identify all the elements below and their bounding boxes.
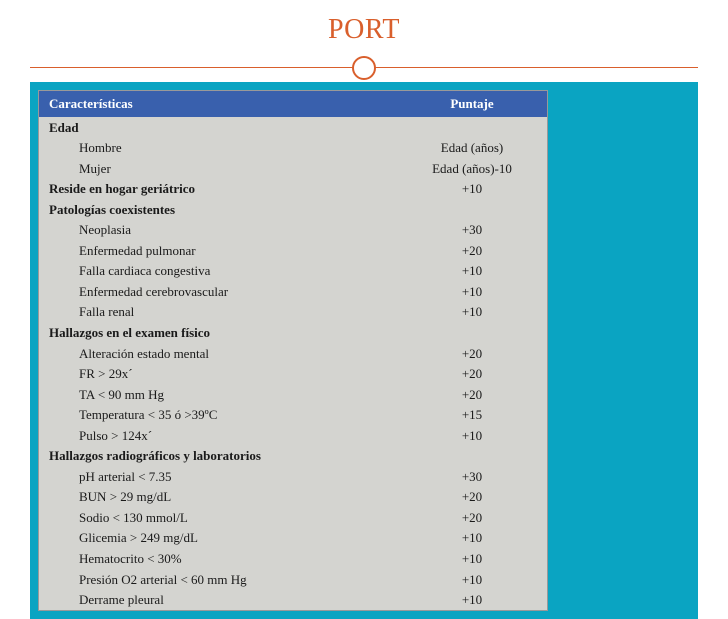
row-label: Enfermedad pulmonar: [39, 240, 397, 261]
row-label: Hombre: [39, 138, 397, 159]
row-label: Hematocrito < 30%: [39, 548, 397, 569]
row-score: [397, 322, 547, 343]
table-row: Derrame pleural+10: [39, 590, 547, 611]
row-score: +15: [397, 405, 547, 426]
table-row: BUN > 29 mg/dL+20: [39, 487, 547, 508]
table-header-row: Características Puntaje: [39, 91, 547, 117]
row-score: [397, 117, 547, 138]
row-score: +10: [397, 528, 547, 549]
row-label: FR > 29x´: [39, 364, 397, 385]
row-label: Neoplasia: [39, 220, 397, 241]
slide-title: PORT: [0, 14, 728, 46]
content-area: Características Puntaje EdadHombreEdad (…: [30, 82, 698, 619]
header-score: Puntaje: [397, 91, 547, 117]
row-label: Patologías coexistentes: [39, 199, 397, 220]
row-label: Alteración estado mental: [39, 343, 397, 364]
table-row: Hematocrito < 30%+10: [39, 548, 547, 569]
row-label: Falla cardiaca congestiva: [39, 261, 397, 282]
table-row: FR > 29x´+20: [39, 364, 547, 385]
row-score: Edad (años)-10: [397, 158, 547, 179]
table-row: Glicemia > 249 mg/dL+10: [39, 528, 547, 549]
table-row: pH arterial < 7.35+30: [39, 466, 547, 487]
table-row: HombreEdad (años): [39, 138, 547, 159]
row-score: +20: [397, 384, 547, 405]
table-row: MujerEdad (años)-10: [39, 158, 547, 179]
row-score: +20: [397, 240, 547, 261]
table-row: TA < 90 mm Hg+20: [39, 384, 547, 405]
row-score: +10: [397, 302, 547, 323]
row-label: Hallazgos radiográficos y laboratorios: [39, 446, 397, 467]
table-row: Edad: [39, 117, 547, 138]
table-row: Reside en hogar geriátrico+10: [39, 179, 547, 200]
score-table: Características Puntaje EdadHombreEdad (…: [39, 91, 547, 610]
row-score: +20: [397, 507, 547, 528]
row-label: Hallazgos en el examen físico: [39, 322, 397, 343]
row-label: Derrame pleural: [39, 590, 397, 611]
table-row: Enfermedad pulmonar+20: [39, 240, 547, 261]
table-row: Temperatura < 35 ó >39ºC+15: [39, 405, 547, 426]
row-score: +20: [397, 487, 547, 508]
table-row: Sodio < 130 mmol/L+20: [39, 507, 547, 528]
table-row: Falla renal+10: [39, 302, 547, 323]
row-score: [397, 199, 547, 220]
port-table: Características Puntaje EdadHombreEdad (…: [38, 90, 548, 611]
table-row: Hallazgos radiográficos y laboratorios: [39, 446, 547, 467]
divider: [0, 54, 728, 82]
slide: PORT Características Puntaje EdadHombreE…: [0, 0, 728, 546]
table-row: Alteración estado mental+20: [39, 343, 547, 364]
row-label: TA < 90 mm Hg: [39, 384, 397, 405]
row-score: +30: [397, 466, 547, 487]
table-row: Pulso > 124x´+10: [39, 425, 547, 446]
table-row: Hallazgos en el examen físico: [39, 322, 547, 343]
table-row: Patologías coexistentes: [39, 199, 547, 220]
row-label: Presión O2 arterial < 60 mm Hg: [39, 569, 397, 590]
table-row: Enfermedad cerebrovascular+10: [39, 281, 547, 302]
row-label: Edad: [39, 117, 397, 138]
row-label: Mujer: [39, 158, 397, 179]
row-score: +10: [397, 548, 547, 569]
row-score: +10: [397, 261, 547, 282]
row-score: [397, 446, 547, 467]
title-area: PORT: [0, 0, 728, 82]
row-score: +10: [397, 569, 547, 590]
table-row: Presión O2 arterial < 60 mm Hg+10: [39, 569, 547, 590]
row-label: Pulso > 124x´: [39, 425, 397, 446]
header-characteristic: Características: [39, 91, 397, 117]
row-label: pH arterial < 7.35: [39, 466, 397, 487]
row-score: +20: [397, 364, 547, 385]
row-label: Reside en hogar geriátrico: [39, 179, 397, 200]
row-score: +10: [397, 281, 547, 302]
row-label: BUN > 29 mg/dL: [39, 487, 397, 508]
row-label: Sodio < 130 mmol/L: [39, 507, 397, 528]
row-label: Enfermedad cerebrovascular: [39, 281, 397, 302]
row-score: +30: [397, 220, 547, 241]
row-label: Falla renal: [39, 302, 397, 323]
row-score: Edad (años): [397, 138, 547, 159]
table-row: Neoplasia+30: [39, 220, 547, 241]
row-score: +10: [397, 179, 547, 200]
table-row: Falla cardiaca congestiva+10: [39, 261, 547, 282]
row-score: +20: [397, 343, 547, 364]
divider-circle-icon: [352, 56, 376, 80]
row-label: Temperatura < 35 ó >39ºC: [39, 405, 397, 426]
table-body: EdadHombreEdad (años)MujerEdad (años)-10…: [39, 117, 547, 610]
row-score: +10: [397, 590, 547, 611]
row-score: +10: [397, 425, 547, 446]
row-label: Glicemia > 249 mg/dL: [39, 528, 397, 549]
